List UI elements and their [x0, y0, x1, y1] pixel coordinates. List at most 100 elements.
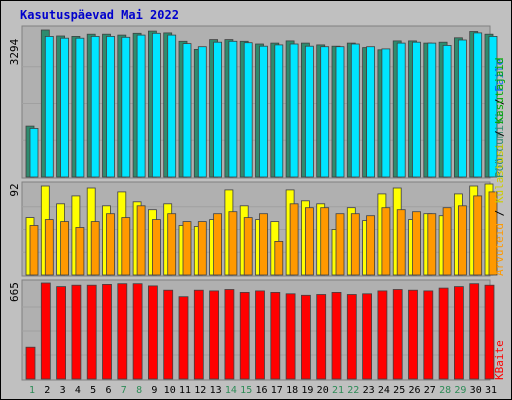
x-label-1: 1	[29, 385, 35, 396]
x-label-12: 12	[194, 385, 206, 396]
x-label-4: 4	[75, 385, 81, 396]
bar-top-faile-4	[75, 37, 85, 178]
bar-bottom-kbaite-6	[102, 283, 112, 380]
bar-bottom-kbaite-10	[163, 289, 174, 380]
bar-top-faile-8	[136, 34, 146, 178]
bar-bottom-kbaite-23	[362, 293, 373, 380]
x-label-5: 5	[90, 385, 96, 396]
bar-bottom-kbaite-1	[25, 346, 36, 380]
x-label-21: 21	[332, 385, 344, 396]
bar-middle-arvuteid-31	[488, 191, 498, 276]
bar-bottom-kbaite-7	[117, 283, 128, 380]
bar-middle-arvuteid-13	[213, 213, 223, 276]
bar-bottom-kbaite-30	[469, 283, 480, 380]
bar-middle-arvuteid-21	[335, 213, 345, 276]
bar-bottom-kbaite-15	[239, 291, 250, 380]
bar-middle-arvuteid-9	[151, 219, 161, 276]
bar-bottom-kbaite-20	[316, 294, 327, 380]
legend-sep: /	[493, 92, 506, 105]
x-label-31: 31	[485, 385, 497, 396]
bar-top-faile-5	[90, 36, 100, 178]
bar-middle-arvuteid-25	[396, 209, 406, 276]
bar-top-faile-16	[259, 45, 268, 178]
bar-bottom-kbaite-31	[484, 284, 495, 380]
bar-middle-arvuteid-7	[121, 217, 131, 276]
x-label-2: 2	[44, 385, 50, 396]
bar-bottom-kbaite-17	[270, 291, 281, 380]
x-label-27: 27	[424, 385, 436, 396]
bar-top-faile-26	[412, 41, 421, 178]
legend-kasutajaid: Kasutajaid	[493, 57, 506, 123]
x-label-8: 8	[136, 385, 142, 396]
bar-top-faile-24	[381, 48, 391, 178]
bar-bottom-kbaite-21	[331, 291, 342, 380]
bar-bottom-kbaite-26	[408, 289, 418, 380]
bar-bottom-kbaite-16	[255, 290, 265, 380]
x-label-20: 20	[317, 385, 329, 396]
x-label-9: 9	[151, 385, 157, 396]
bar-middle-arvuteid-3	[60, 221, 69, 276]
x-label-14: 14	[225, 385, 237, 396]
bar-bottom-kbaite-14	[224, 289, 235, 380]
bar-middle-arvuteid-4	[75, 227, 85, 276]
x-label-30: 30	[470, 385, 482, 396]
bar-bottom-kbaite-22	[346, 294, 357, 380]
bar-top-faile-21	[335, 46, 345, 178]
chart-title: Kasutuspäevad Mai 2022	[20, 8, 179, 22]
bar-bottom-kbaite-25	[392, 289, 403, 380]
bar-middle-arvuteid-8	[136, 205, 146, 276]
legend-kulastusi: Külastusi	[493, 144, 506, 204]
bar-bottom-kbaite-19	[300, 294, 311, 380]
bar-top-faile-7	[121, 36, 131, 178]
x-axis-labels: 1 2 3 4 5 6 7 8 9 10 11 12 13 14 15 16 17 18 19 20 21 22 23 24 2…	[29, 385, 497, 396]
x-label-17: 17	[271, 385, 283, 396]
bar-middle-arvuteid-22	[350, 213, 360, 276]
x-label-3: 3	[60, 385, 66, 396]
bar-bottom-kbaite-2	[40, 282, 51, 380]
x-label-16: 16	[255, 385, 267, 396]
x-label-13: 13	[210, 385, 222, 396]
bar-top-faile-6	[106, 36, 115, 178]
x-label-18: 18	[286, 385, 298, 396]
bar-top-faile-28	[442, 45, 452, 178]
bar-middle-arvuteid-16	[259, 213, 268, 276]
x-label-11: 11	[179, 385, 191, 396]
middle-ymax-label: 92	[8, 183, 21, 196]
bar-top-faile-17	[274, 44, 284, 178]
x-label-19: 19	[301, 385, 313, 396]
bar-middle-arvuteid-26	[412, 211, 421, 276]
bar-bottom-kbaite-8	[132, 283, 143, 380]
bar-top-faile-22	[350, 43, 360, 178]
bar-bottom-kbaite-12	[193, 289, 204, 380]
bar-middle-arvuteid-23	[366, 215, 376, 276]
x-label-29: 29	[454, 385, 466, 396]
bar-middle-arvuteid-1	[29, 225, 39, 276]
x-label-28: 28	[439, 385, 451, 396]
legend-faile: Faile	[493, 59, 506, 92]
bar-top-faile-2	[44, 36, 54, 178]
bar-bottom-kbaite-29	[453, 286, 464, 380]
bar-middle-arvuteid-10	[167, 213, 177, 276]
bar-middle-arvuteid-15	[243, 217, 253, 276]
bar-top-faile-1	[29, 127, 39, 178]
bar-middle-arvuteid-27	[427, 213, 437, 276]
legend-sep: /	[493, 124, 506, 137]
bar-bottom-kbaite-9	[147, 285, 158, 380]
bar-top-faile-14	[228, 40, 238, 178]
bar-bottom-kbaite-5	[86, 284, 97, 380]
bar-bottom-kbaite-18	[285, 293, 296, 380]
x-label-25: 25	[393, 385, 405, 396]
bars	[25, 29, 498, 380]
bottom-ymax-label: 665	[8, 282, 21, 302]
bar-middle-arvuteid-17	[274, 240, 284, 276]
bar-top-faile-27	[427, 42, 437, 178]
x-label-6: 6	[105, 385, 111, 396]
bar-middle-arvuteid-6	[106, 213, 115, 276]
bar-top-faile-12	[197, 46, 207, 178]
bar-middle-arvuteid-14	[228, 211, 238, 276]
x-label-15: 15	[240, 385, 252, 396]
bar-bottom-kbaite-3	[56, 286, 66, 380]
bar-top-faile-23	[366, 46, 376, 178]
bar-middle-arvuteid-30	[473, 195, 483, 276]
bar-bottom-kbaite-11	[178, 296, 189, 380]
